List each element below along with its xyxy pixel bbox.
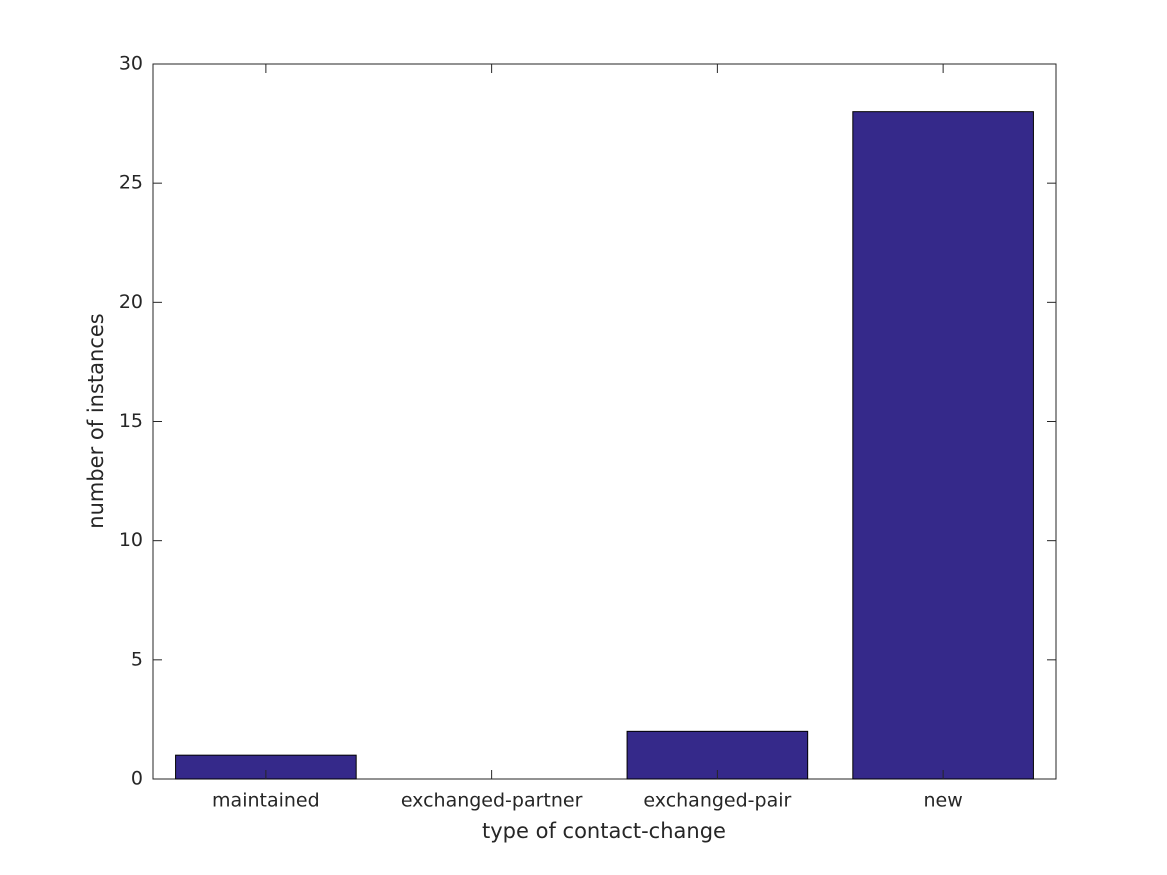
y-tick-label: 10 [119,529,143,551]
x-tick-label: exchanged-partner [401,790,583,812]
y-tick-label: 20 [119,291,143,313]
y-tick-label: 5 [131,648,143,670]
y-tick-label: 25 [119,172,143,194]
y-axis-label: number of instances [84,313,108,528]
x-tick-label: maintained [212,790,320,812]
y-tick-label: 0 [131,768,143,790]
y-tick-label: 15 [119,410,143,432]
x-tick-label: exchanged-pair [643,790,791,812]
x-axis-label: type of contact-change [482,819,726,843]
bar [852,111,1034,780]
y-tick-label: 30 [119,53,143,75]
x-tick-label: new [923,790,962,812]
